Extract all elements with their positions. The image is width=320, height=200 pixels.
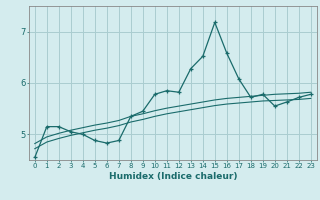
X-axis label: Humidex (Indice chaleur): Humidex (Indice chaleur): [108, 172, 237, 181]
